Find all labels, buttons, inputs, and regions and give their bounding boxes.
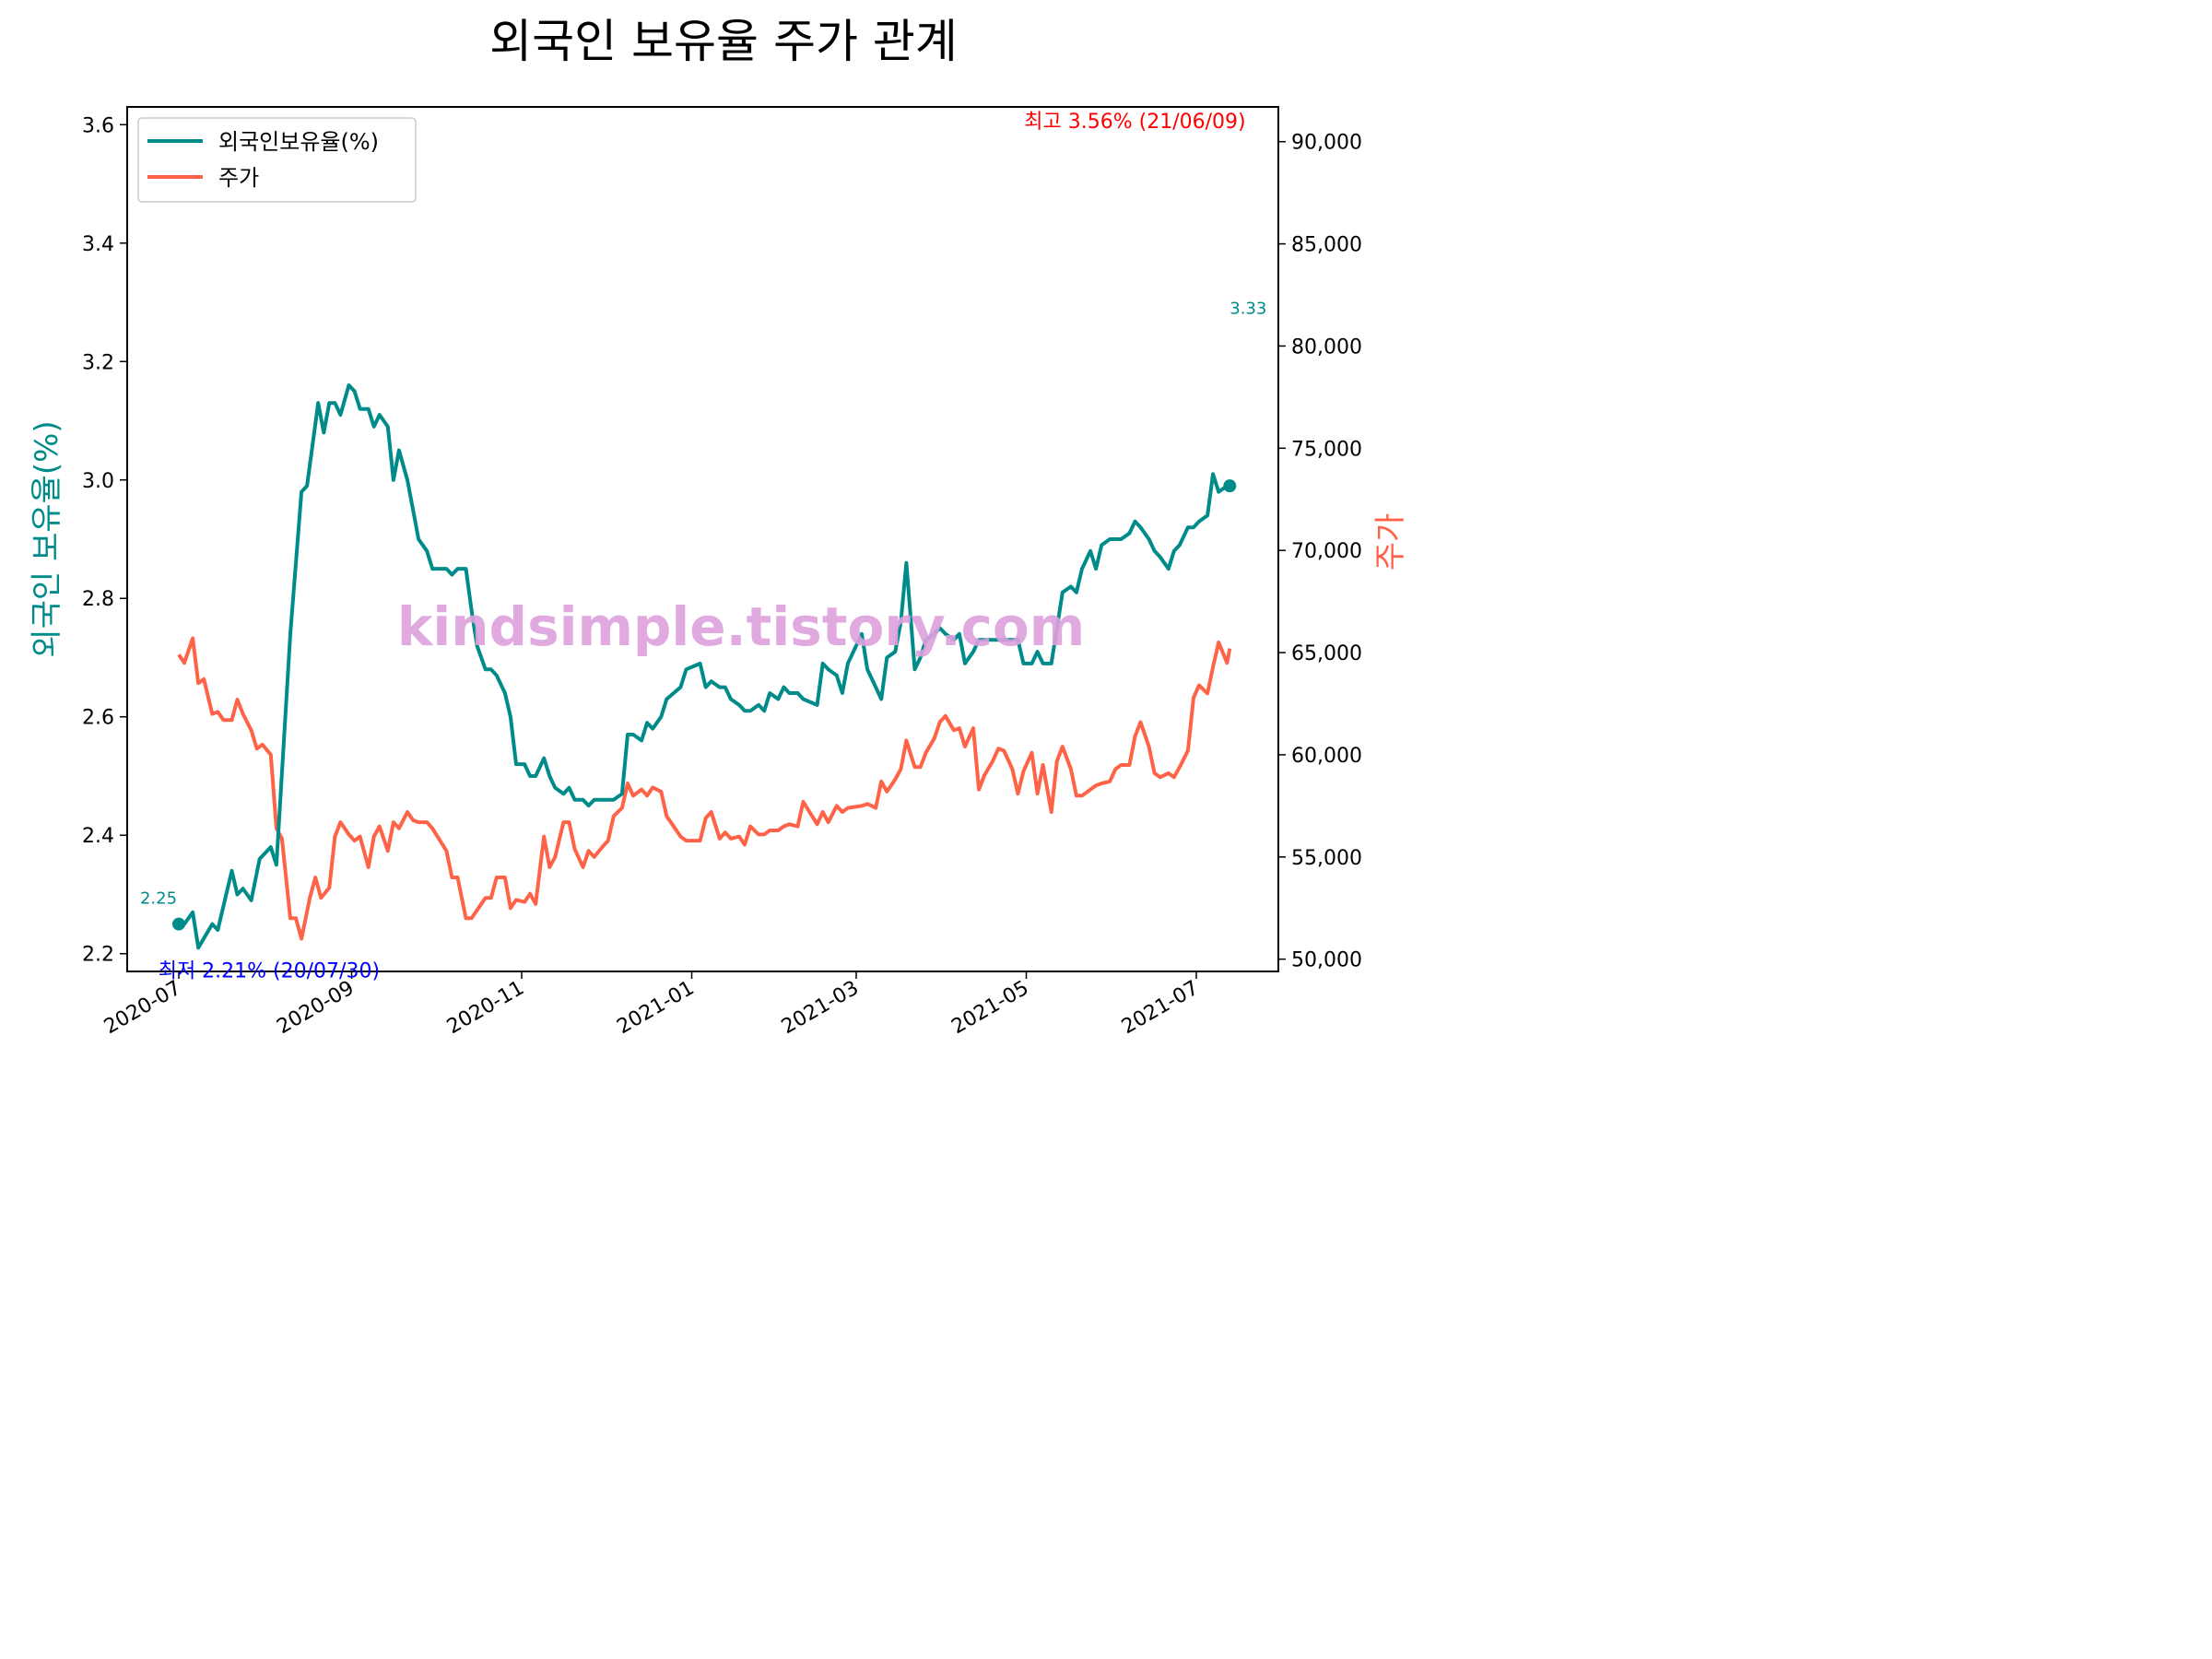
watermark: kindsimple.tistory.com [397,595,1085,658]
annotation-1: 최저 2.21% (20/07/30) [159,959,380,982]
y-left-tick-label-2: 2.6 [82,707,114,730]
series-layer [172,383,1237,950]
y-left-tick-label-7: 3.6 [82,114,114,137]
y-right-tick-label-5: 75,000 [1291,438,1362,461]
y-left-tick-label-0: 2.2 [82,944,114,967]
annotation-layer: 최고 3.56% (21/06/09) 최저 2.21% (20/07/30) 2.… [140,111,1266,982]
y-right-tick-label-3: 65,000 [1291,642,1362,665]
annotation-0: 최고 3.56% (21/06/09) [1024,111,1245,134]
chart-title: 외국인 보유율 주가 관계 [489,15,958,68]
plot-frame [126,106,1279,972]
plot-area: 2020-07 2020-09 2020-11 2021-01 2021-03 2021-… [82,106,1362,1040]
y-left-axis: 2.2 2.4 2.6 2.8 3.0 3.2 3.4 3.6 [82,114,127,967]
x-tick-label-4: 2021-03 [778,977,863,1040]
y-right-tick-label-1: 55,000 [1291,847,1362,870]
x-tick-label-6: 2021-07 [1118,977,1203,1040]
y-right-axis: 50,000 55,000 60,000 65,000 70,000 75,000 80,0… [1278,132,1362,972]
y-left-tick-label-6: 3.4 [82,233,114,256]
y-left-label: 외국인 보유율(%) [29,420,65,657]
y-left-tick-label-3: 2.8 [82,588,114,611]
series-0-end-marker [1223,479,1237,493]
chart: 외국인 보유율 주가 관계 2020-07 2020-09 2020-11 2021-… [29,15,1409,1040]
y-left-tick-label-4: 3.0 [82,470,114,493]
legend-label-1: 주가 [218,165,259,191]
x-tick-label-2: 2020-11 [443,977,528,1040]
y-right-tick-label-6: 80,000 [1291,335,1362,359]
x-tick-label-1: 2020-09 [273,977,358,1040]
series-line-0 [179,383,1230,950]
annotation-2: 2.25 [140,889,177,909]
y-right-tick-label-4: 70,000 [1291,540,1362,563]
y-left-tick-label-1: 2.4 [82,825,114,848]
x-tick-label-5: 2021-05 [947,977,1032,1040]
y-left-tick-label-5: 3.2 [82,351,114,374]
legend: 외국인보유율(%) 주가 [137,117,417,203]
y-right-tick-label-0: 50,000 [1291,949,1362,972]
y-right-tick-label-8: 90,000 [1291,132,1362,155]
y-right-tick-label-7: 85,000 [1291,234,1362,257]
series-0-start-marker [172,917,185,931]
y-right-tick-label-2: 60,000 [1291,745,1362,768]
annotation-3: 3.33 [1230,300,1266,319]
legend-label-0: 외국인보유율(%) [218,129,379,155]
y-right-label: 주가 [1372,513,1409,571]
legend-box [137,117,417,203]
series-line-1 [177,636,1232,941]
x-tick-label-0: 2020-07 [100,977,185,1040]
x-tick-label-3: 2021-01 [613,977,698,1040]
